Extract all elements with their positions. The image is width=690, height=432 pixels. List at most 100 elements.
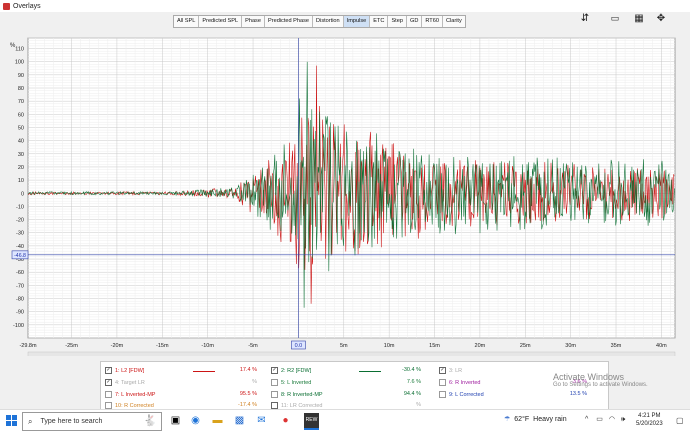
y-tick-label: 110 [15,47,24,53]
y-tick-label: 80 [18,86,24,92]
legend-checkbox[interactable] [271,379,278,386]
search-input[interactable]: Type here to search [40,418,103,425]
crosshair-icon[interactable]: ✥ [656,13,666,24]
x-tick-label: 40m [656,343,667,349]
taskbar-search[interactable]: ⌕ Type here to search 🐇 [22,412,162,431]
system-tray[interactable]: ^ ▭ ◠ 🕪 [585,415,625,424]
legend-item[interactable]: ✓ 4: Target LR [105,379,145,386]
legend-item[interactable]: 6: R Inverted [439,379,481,386]
legend-item-label: 8: R Inverted-MP [281,391,323,398]
clock[interactable]: 4:21 PM 5/20/2023 [636,412,663,428]
legend-checkbox[interactable]: ✓ [105,367,112,374]
legend-item-label: 3: LR [449,367,463,374]
weather-widget[interactable]: ☂ 62°F Heavy rain [504,415,567,424]
y-cursor-label: -46.8 [14,253,26,259]
legend-item-value: % [416,402,421,408]
y-tick-label: 10 [18,178,24,184]
y-tick-label: -60 [16,270,24,276]
volume-icon[interactable]: 🕪 [620,416,626,423]
tab-step[interactable]: Step [388,16,407,27]
chevron-up-icon[interactable]: ^ [585,416,589,423]
watermark-title: Activate Windows [553,372,625,382]
notification-icon[interactable]: ▢ [676,416,684,425]
tab-etc[interactable]: ETC [370,16,389,27]
window-titlebar: Overlays [0,0,690,12]
y-tick-label: 90 [18,73,24,79]
vertical-scale-icon[interactable]: ⇵ [580,13,590,24]
impulse-chart[interactable]: 1101009080706050403020100-10-20-30-40-50… [0,34,690,358]
tab-gd[interactable]: GD [407,16,423,27]
taskbar: ⌕ Type here to search 🐇 ▣ ◉ ▬ ▩ ✉ ● REW … [0,409,690,432]
y-tick-label: -10 [16,204,24,210]
tab-predicted-phase[interactable]: Predicted Phase [265,16,314,27]
legend-item-value: -30.4 % [402,367,421,373]
y-tick-label: -90 [16,310,24,316]
tab-distortion[interactable]: Distortion [313,16,344,27]
y-tick-label: 70 [18,99,24,105]
tab-predicted-spl[interactable]: Predicted SPL [199,16,243,27]
legend-item[interactable]: ✓ 1: L2 [FDW] [105,367,144,374]
y-tick-label: 60 [18,112,24,118]
search-icon: ⌕ [28,416,33,426]
store-icon[interactable]: ▩ [234,415,245,426]
legend-item[interactable]: ✓ 3: LR [439,367,462,374]
y-tick-label: 0 [21,191,24,197]
legend-checkbox[interactable] [271,402,278,409]
tab-phase[interactable]: Phase [242,16,265,27]
x-tick-label: -5m [248,343,258,349]
rew-app-icon[interactable]: REW [304,413,319,430]
legend-checkbox[interactable]: ✓ [271,367,278,374]
clock-date: 5/20/2023 [636,421,663,427]
legend-item[interactable]: 10: R Corrected [105,402,154,409]
legend-item[interactable]: ✓ 2: R2 [FDW] [271,367,311,374]
network-icon[interactable]: ▭ [596,416,603,423]
tab-impulse[interactable]: Impulse [343,16,371,27]
graph-toolbar: All SPL Predicted SPL Phase Predicted Phase… [0,12,690,34]
level-meter-icon[interactable]: ▭ [610,13,620,23]
legend-checkbox[interactable] [439,391,446,398]
start-button[interactable] [6,415,18,427]
legend-checkbox[interactable]: ✓ [439,367,446,374]
legend-item[interactable]: 8: R Inverted-MP [271,391,323,398]
x-tick-label: 0.0 [295,343,303,349]
y-tick-label: -40 [16,244,24,250]
legend-item[interactable]: 5: L Inverted [271,379,311,386]
legend-item[interactable]: 9: L Corrected [439,391,484,398]
windows-logo-icon [6,415,11,420]
clock-time: 4:21 PM [638,413,661,419]
legend-item[interactable]: 7: L Inverted-MP [105,391,155,398]
watermark-subtitle: Go to Settings to activate Windows. [553,382,648,388]
y-tick-label: 30 [18,152,24,158]
y-tick-label: -70 [16,283,24,289]
overlay-legend: ✓ 1: L2 [FDW] 17.4 % ✓ 2: R2 [FDW] -30.4 % ✓ 3:… [100,361,609,411]
legend-item-label: 6: R Inverted [449,379,481,386]
legend-item[interactable]: 11: LR Corrected [271,402,322,409]
legend-item-label: 1: L2 [FDW] [115,367,145,374]
y-tick-label: -30 [16,231,24,237]
app-icon [3,2,10,10]
task-view-icon[interactable]: ▣ [170,415,181,426]
x-tick-label: -29.8m [19,343,37,349]
y-tick-label: -80 [16,297,24,303]
tab-all-spl[interactable]: All SPL [174,16,200,27]
tab-rt60[interactable]: RT60 [422,16,443,27]
legend-checkbox[interactable] [271,391,278,398]
file-explorer-icon[interactable]: ▬ [212,415,223,426]
edge-browser-icon[interactable]: ◉ [191,415,200,426]
legend-item-label: 9: L Corrected [449,391,484,398]
impulse-plot[interactable]: 110 100 90 80 70 60 50 40 30 20 10 0 -10 -20 -30 -40 -50… [0,34,690,358]
mail-icon[interactable]: ✉ [257,415,266,426]
tab-clarity[interactable]: Clarity [445,18,462,24]
chrome-icon[interactable]: ● [282,415,289,426]
y-axis-label: % [10,43,16,49]
x-tick-label: -15m [156,343,169,349]
legend-item-label: 11: LR Corrected [281,402,323,409]
legend-checkbox[interactable]: ✓ [105,379,112,386]
legend-checkbox[interactable] [439,379,446,386]
wifi-icon[interactable]: ◠ [608,416,615,423]
grid-icon[interactable]: ▦ [634,13,644,24]
x-tick-label: -25m [65,343,78,349]
legend-checkbox[interactable] [105,391,112,398]
legend-checkbox[interactable] [105,402,112,409]
weather-temp: 62°F [514,415,530,423]
